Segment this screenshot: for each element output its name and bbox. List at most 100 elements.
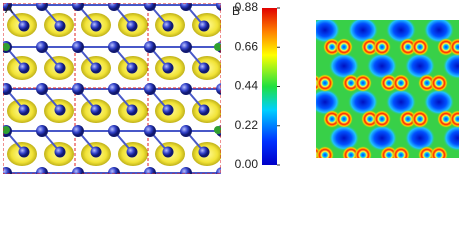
high-region: [335, 110, 353, 128]
atom-green: [214, 43, 221, 51]
atom: [180, 83, 192, 95]
low-region: [424, 89, 454, 115]
atom: [180, 3, 192, 11]
atom-green: [3, 126, 10, 134]
atom: [180, 167, 192, 174]
atom: [216, 167, 221, 174]
colorbar-tick-label: 0.88: [235, 0, 259, 14]
atom: [198, 62, 210, 74]
figure: A B 0.00 0.22 0.44 0.66 0.88: [3, 0, 459, 174]
high-region: [449, 38, 459, 56]
atom: [72, 83, 84, 95]
low-region: [386, 20, 416, 43]
atom: [162, 20, 174, 32]
atom: [144, 83, 156, 95]
atom: [18, 20, 30, 32]
atom: [108, 3, 120, 11]
low-region: [329, 53, 359, 79]
colorbar-tick-label: 0.66: [235, 39, 259, 53]
atom: [180, 41, 192, 53]
low-region: [424, 20, 454, 43]
atom: [36, 83, 48, 95]
atom: [54, 146, 66, 158]
low-region: [367, 125, 397, 151]
atom-green: [214, 126, 221, 134]
high-region: [354, 74, 372, 92]
atom: [90, 104, 102, 116]
atom: [18, 104, 30, 116]
high-region: [449, 110, 459, 128]
atom: [54, 20, 66, 32]
atom-green: [3, 43, 10, 51]
structure-image: [3, 3, 240, 174]
low-region: [405, 53, 435, 79]
low-region: [316, 20, 340, 43]
atom: [3, 167, 12, 174]
high-region: [411, 110, 429, 128]
atom: [126, 62, 138, 74]
colorbar-tick-label: 0.00: [235, 157, 259, 171]
atom: [162, 62, 174, 74]
atom: [3, 3, 12, 11]
atom: [90, 146, 102, 158]
atom: [126, 146, 138, 158]
high-region: [373, 38, 391, 56]
high-region: [354, 146, 372, 158]
low-region: [348, 89, 378, 115]
low-region: [316, 89, 340, 115]
colorbar-tick-label: 0.44: [235, 79, 259, 93]
atom: [216, 3, 221, 11]
atom: [54, 104, 66, 116]
atom: [198, 20, 210, 32]
high-region: [335, 38, 353, 56]
atom: [144, 3, 156, 11]
atom: [18, 146, 30, 158]
atom: [198, 146, 210, 158]
atom: [108, 167, 120, 174]
high-region: [430, 74, 448, 92]
atom: [18, 62, 30, 74]
atom: [126, 104, 138, 116]
colorbar: [262, 8, 277, 165]
page: A B 0.000.220.440.660.88 (() => { const …: [3, 0, 459, 174]
atom: [162, 146, 174, 158]
atom: [90, 20, 102, 32]
high-region: [430, 146, 448, 158]
high-region: [316, 74, 334, 92]
atom: [198, 104, 210, 116]
high-region: [411, 38, 429, 56]
atom: [216, 83, 221, 95]
atom: [126, 20, 138, 32]
atom: [108, 41, 120, 53]
colorbar-tick-label: 0.22: [235, 118, 259, 132]
atom: [36, 167, 48, 174]
low-region: [329, 125, 359, 151]
atom: [108, 125, 120, 137]
atom: [72, 41, 84, 53]
panel-label: A: [5, 2, 13, 16]
low-region: [443, 125, 459, 151]
atom: [108, 83, 120, 95]
high-region: [392, 146, 410, 158]
atom: [54, 62, 66, 74]
atom: [72, 125, 84, 137]
atom: [72, 3, 84, 11]
low-region: [348, 20, 378, 43]
low-region: [367, 53, 397, 79]
low-region: [405, 125, 435, 151]
atom: [162, 104, 174, 116]
atom: [72, 167, 84, 174]
bond: [222, 131, 240, 152]
atom: [144, 41, 156, 53]
atom: [144, 125, 156, 137]
atom: [36, 41, 48, 53]
atom: [36, 125, 48, 137]
atom: [3, 83, 12, 95]
atom: [36, 3, 48, 11]
atom: [144, 167, 156, 174]
high-region: [373, 110, 391, 128]
low-region: [443, 53, 459, 79]
high-region: [316, 146, 334, 158]
panel-label: B: [232, 4, 240, 18]
high-region: [392, 74, 410, 92]
